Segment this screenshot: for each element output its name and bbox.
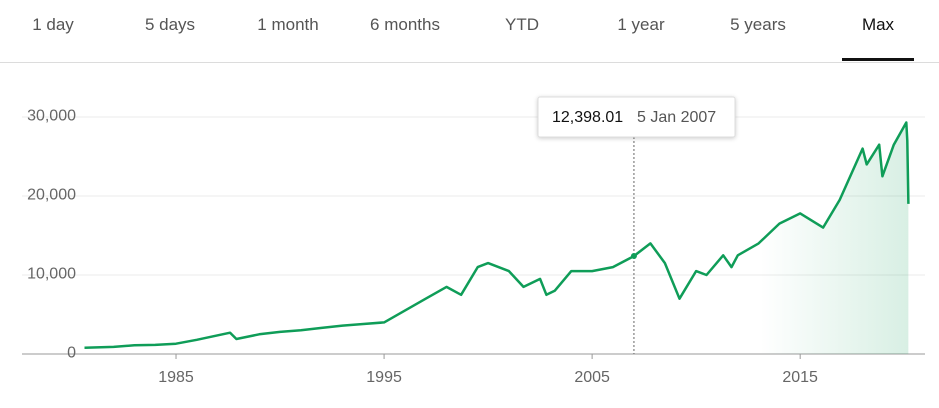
range-tab[interactable]: Max bbox=[842, 0, 914, 61]
x-tick-label: 2015 bbox=[782, 369, 818, 386]
x-tick-label: 1995 bbox=[366, 369, 402, 386]
range-tab[interactable]: YTD bbox=[505, 15, 539, 34]
range-tabs: 1 day 5 days 1 month 6 months YTD 1 year 5 yea… bbox=[0, 0, 939, 63]
price-line bbox=[84, 121, 910, 349]
cursor-point bbox=[630, 253, 637, 260]
range-tab[interactable]: 1 month bbox=[257, 15, 319, 34]
y-tick-label: 20,000 bbox=[27, 187, 76, 204]
x-tick-label: 2005 bbox=[574, 369, 610, 386]
y-tick-label: 10,000 bbox=[27, 266, 76, 283]
tooltip-box bbox=[537, 96, 736, 138]
range-tab[interactable]: 5 years bbox=[730, 15, 786, 34]
y-tick-label: 30,000 bbox=[27, 108, 76, 125]
tooltip-date: 5 Jan 2007 bbox=[637, 109, 716, 126]
area bbox=[84, 122, 909, 354]
x-tick-label: 1985 bbox=[158, 369, 194, 386]
tooltip-value: 12,398.01 bbox=[552, 109, 623, 126]
y-tick-label: 0 bbox=[67, 345, 76, 362]
range-tab[interactable]: 6 months bbox=[370, 15, 440, 34]
range-tab[interactable]: 1 year bbox=[617, 15, 665, 34]
range-tab[interactable]: 1 day bbox=[32, 15, 74, 34]
range-tab[interactable]: 5 days bbox=[144, 15, 196, 34]
